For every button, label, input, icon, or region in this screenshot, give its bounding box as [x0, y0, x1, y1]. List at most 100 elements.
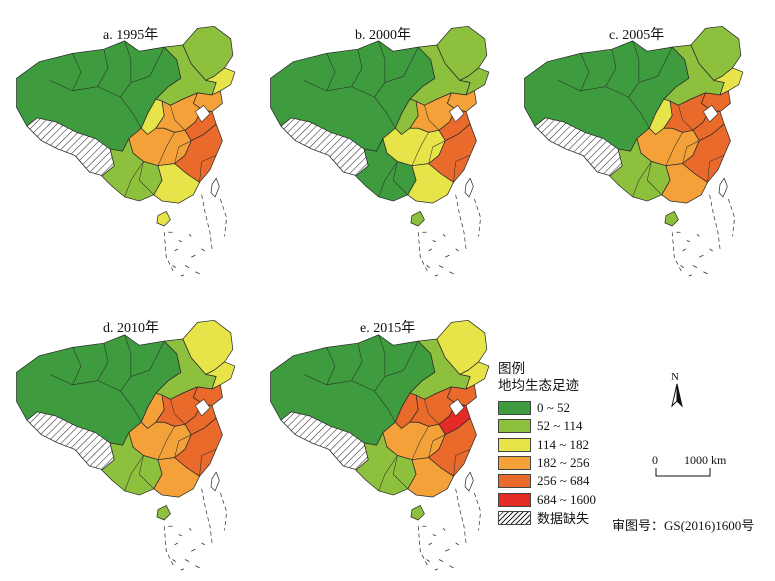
province-border — [170, 399, 186, 425]
province-border — [199, 155, 217, 183]
province-border — [97, 343, 109, 381]
province-border — [49, 374, 142, 423]
legend-label: 0 ~ 52 — [537, 400, 571, 416]
region-taiwan — [718, 177, 728, 198]
province-border — [453, 449, 471, 477]
province-border — [411, 132, 429, 166]
province-border — [605, 49, 617, 87]
panel-title: a. 1995年 — [103, 28, 159, 43]
region-south — [153, 457, 200, 498]
south-sea-islands — [422, 231, 459, 277]
province-border — [411, 426, 429, 460]
legend-swatch — [498, 492, 531, 507]
province-border — [628, 47, 673, 98]
province-border — [124, 455, 144, 491]
province-border — [49, 80, 142, 129]
south-sea-islands — [422, 525, 459, 571]
panel-title: c. 2005年 — [609, 28, 665, 43]
region-jilin — [205, 361, 236, 390]
bohai-sea — [194, 104, 211, 123]
south-sea-islands — [168, 525, 205, 571]
region-jilin — [713, 67, 744, 96]
province-border — [580, 53, 590, 91]
panel-title: b. 2000年 — [355, 28, 411, 43]
bohai-sea — [448, 104, 465, 123]
province-border — [303, 374, 396, 423]
legend-label: 52 ~ 114 — [537, 418, 583, 434]
region-heilongjiang — [690, 25, 742, 81]
legend-label: 114 ~ 182 — [537, 436, 590, 452]
province-border — [632, 161, 652, 197]
region-heilongjiang — [182, 25, 234, 81]
region-east — [174, 417, 223, 477]
legend-title: 图例 — [498, 361, 525, 376]
province-border — [138, 455, 154, 489]
south-sea-islands — [168, 231, 205, 277]
region-south — [407, 163, 454, 204]
scale-distance-label: 1000 km — [684, 453, 727, 467]
region-south — [153, 163, 200, 204]
province-border — [682, 140, 700, 164]
province-border — [453, 155, 471, 183]
panel-title: d. 2010年 — [103, 321, 159, 336]
region-taiwan — [210, 177, 220, 198]
province-border — [374, 341, 419, 392]
map-panel-2015: e. 2015年 — [262, 312, 512, 572]
province-border — [97, 49, 109, 87]
panel-title: e. 2015年 — [360, 321, 416, 336]
province-border — [557, 80, 650, 129]
region-hainan — [156, 211, 171, 227]
province-border — [678, 105, 694, 131]
region-jilin — [205, 67, 236, 96]
legend-swatch — [498, 456, 531, 471]
province-border — [351, 343, 363, 381]
province-border — [138, 161, 154, 195]
region-east — [174, 123, 223, 183]
legend-swatch — [498, 419, 531, 434]
province-border — [120, 341, 165, 392]
region-heilongjiang — [436, 25, 488, 81]
legend-label: 256 ~ 684 — [537, 473, 590, 489]
province-border — [303, 80, 396, 129]
legend-label: 182 ~ 256 — [537, 455, 590, 471]
region-south — [407, 457, 454, 498]
province-border — [392, 161, 408, 195]
maritime-boundary — [163, 194, 227, 275]
province-border — [378, 161, 398, 197]
province-border — [428, 140, 446, 164]
south-sea-islands — [676, 231, 713, 277]
map-panel-2000: b. 2000年 — [262, 18, 512, 278]
maritime-boundary — [671, 194, 735, 275]
map-panel-2010: d. 2010年 — [8, 312, 258, 572]
region-east — [682, 123, 731, 183]
map-panel-2005: c. 2005年 — [516, 18, 766, 278]
province-border — [157, 426, 175, 460]
region-hainan — [664, 211, 679, 227]
province-border — [632, 40, 640, 83]
province-border — [378, 40, 386, 83]
province-border — [707, 155, 725, 183]
region-hainan — [410, 211, 425, 227]
north-arrow-icon — [671, 383, 683, 408]
province-border — [326, 347, 336, 385]
maritime-boundary — [417, 194, 481, 275]
province-border — [72, 347, 82, 385]
legend-label: 684 ~ 1600 — [537, 491, 597, 507]
region-taiwan — [464, 177, 474, 198]
legend-item: 52 ~ 114 — [498, 417, 628, 435]
legend-item: 684 ~ 1600 — [498, 490, 628, 508]
region-hainan — [410, 505, 425, 521]
legend-label: 数据缺失 — [537, 511, 590, 527]
legend-item: 182 ~ 256 — [498, 454, 628, 472]
province-border — [424, 105, 440, 131]
maritime-boundary — [163, 488, 227, 569]
province-border — [124, 334, 132, 377]
approval-number: 审图号：GS(2016)1600号 — [612, 518, 755, 533]
china-map — [524, 25, 744, 277]
province-border — [72, 53, 82, 91]
province-border — [124, 161, 144, 197]
province-border — [326, 53, 336, 91]
bohai-sea — [194, 398, 211, 417]
north-label: N — [671, 371, 679, 383]
legend-swatch — [498, 437, 531, 452]
